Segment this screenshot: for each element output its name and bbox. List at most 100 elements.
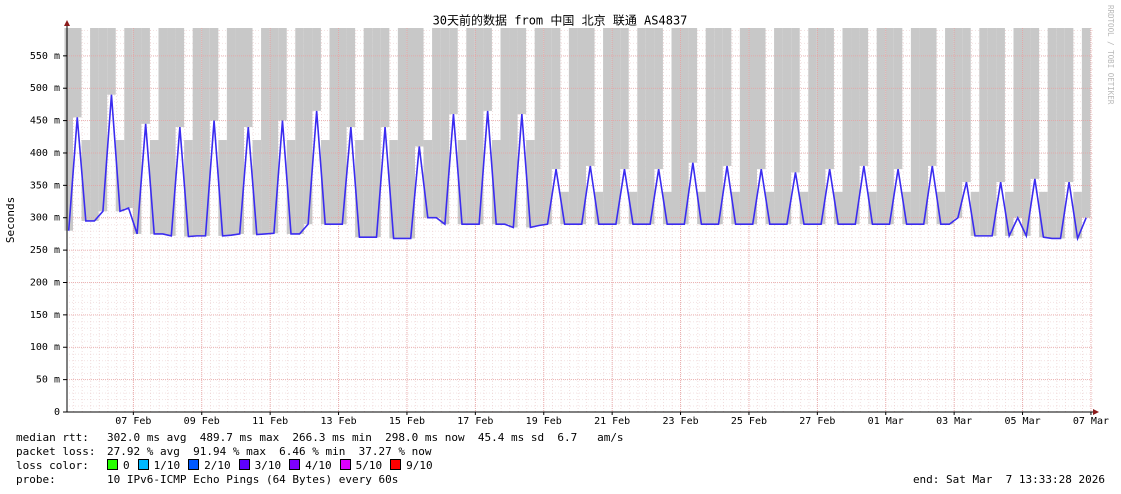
x-tick-label: 11 Feb: [252, 416, 288, 427]
smoke-band: [397, 28, 407, 239]
smoke-band: [603, 28, 612, 225]
smoke-band: [192, 28, 202, 236]
smoke-band: [1064, 28, 1074, 183]
smoke-band: [851, 28, 860, 225]
smoke-band: [791, 28, 800, 173]
smoke-band: [568, 28, 578, 225]
smoke-band: [243, 28, 253, 128]
smoke-band: [1030, 28, 1040, 179]
smoke-band: [372, 28, 381, 238]
y-tick-label: 500 m: [30, 83, 60, 94]
smoke-band: [953, 28, 963, 218]
smoke-band: [278, 28, 287, 121]
x-tick-label: 15 Feb: [389, 416, 425, 427]
smoke-band: [81, 140, 91, 221]
smoke-band: [218, 140, 227, 236]
smoke-band: [774, 28, 783, 225]
median-line: [67, 94, 1087, 242]
smoke-band: [64, 28, 73, 231]
chart-title: 30天前的数据 from 中国 北京 联通 AS4837: [433, 13, 688, 28]
smoke-band: [72, 28, 82, 118]
smoke-band: [945, 28, 954, 225]
smoke-band: [389, 140, 398, 239]
smoke-band: [756, 28, 766, 170]
smoke-band: [927, 28, 937, 166]
smoke-band: [748, 28, 757, 225]
smoke-band: [346, 28, 356, 128]
smoke-band: [987, 28, 997, 236]
smoke-band: [671, 28, 681, 225]
smoke-band: [714, 28, 723, 225]
loss-label: 3/10: [254, 459, 282, 472]
x-tick-label: 05 Mar: [1004, 416, 1040, 427]
smoke-band: [645, 28, 655, 225]
smoke-band: [1056, 28, 1065, 239]
smoke-band: [833, 191, 843, 225]
x-tick-label: 09 Feb: [184, 416, 220, 427]
y-tick-label: 200 m: [30, 277, 60, 288]
smoke-band: [996, 28, 1005, 183]
smoke-band: [1004, 191, 1014, 236]
smoke-band: [303, 28, 313, 225]
loss-label: 1/10: [153, 459, 181, 472]
footer-text: 10 IPv6-ICMP Echo Pings (64 Bytes) every…: [107, 473, 399, 486]
loss-swatch: [107, 459, 118, 470]
watermark: RRDTOOL / TOBI OETIKER: [1106, 5, 1115, 105]
footer-label: loss color:: [16, 459, 89, 472]
loss-swatch: [137, 459, 149, 470]
loss-swatch: [339, 459, 351, 470]
smoke-band: [115, 140, 125, 212]
loss-label: 2/10: [204, 459, 231, 472]
smoke-band: [158, 28, 168, 234]
smoke-band: [637, 28, 646, 225]
smoke-band: [594, 191, 604, 225]
smoke-band: [355, 140, 364, 238]
loss-swatch: [188, 459, 200, 470]
y-tick-label: 0: [54, 407, 60, 418]
smoke-band: [483, 28, 492, 111]
smoke-band: [970, 191, 980, 236]
smoke-band: [432, 28, 441, 218]
x-tick-label: 23 Feb: [662, 416, 698, 427]
smoke-band: [338, 28, 347, 225]
smoke-layer: [64, 28, 1091, 239]
loss-label: 9/10: [406, 459, 433, 472]
smoke-band: [474, 28, 484, 225]
loss-legend-entry: 2/10: [188, 459, 231, 472]
y-tick-label: 350 m: [30, 180, 60, 191]
loss-legend-entry: 5/10: [339, 459, 382, 472]
smoke-band: [859, 28, 869, 166]
smoke-band: [962, 28, 971, 183]
smoke-band: [90, 28, 99, 221]
smoke-band: [124, 28, 133, 209]
smoke-band: [722, 28, 732, 166]
smoke-band: [808, 28, 817, 225]
smoke-band: [149, 140, 159, 234]
smoke-band: [560, 191, 569, 225]
smoke-band: [585, 28, 595, 166]
smoke-band: [423, 140, 433, 218]
end-time: end: Sat Mar 7 13:33:28 2026: [912, 473, 1105, 486]
x-tick-label: 19 Feb: [526, 416, 562, 427]
smoke-band: [509, 28, 518, 228]
smoke-band: [526, 140, 535, 228]
x-tick-label: 17 Feb: [457, 416, 493, 427]
smoke-band: [611, 28, 621, 225]
smoke-band: [175, 28, 185, 128]
smoke-band: [739, 28, 749, 225]
smoke-band: [184, 140, 193, 237]
axis-arrow: [64, 20, 70, 26]
smoke-band: [209, 28, 219, 121]
smoke-band: [466, 28, 475, 225]
loss-swatch: [289, 459, 301, 470]
x-tick-label: 27 Feb: [799, 416, 835, 427]
smoke-band: [765, 191, 775, 225]
y-tick-label: 400 m: [30, 148, 60, 159]
smoke-band: [782, 28, 792, 225]
x-tick-label: 03 Mar: [936, 416, 972, 427]
loss-swatch: [390, 459, 402, 470]
smoke-band: [252, 140, 262, 235]
smoke-band: [902, 191, 911, 225]
y-tick-label: 150 m: [30, 310, 60, 321]
footer-text: 302.0 ms avg 489.7 ms max 266.3 ms min 2…: [107, 431, 624, 444]
